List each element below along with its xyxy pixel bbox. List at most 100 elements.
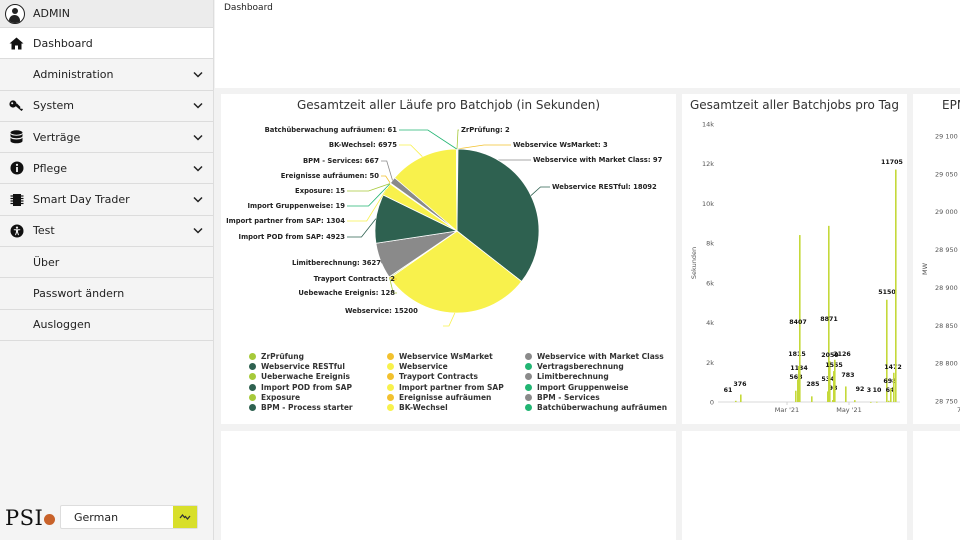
legend-item[interactable]: Webservice <box>387 361 525 371</box>
legend-item[interactable]: Import partner from SAP <box>387 382 525 392</box>
legend-item[interactable]: ZrPrüfung <box>249 351 387 361</box>
legend-item[interactable]: Ueberwache Ereignis <box>249 372 387 382</box>
x-tick-label: Mar '21 <box>775 406 799 414</box>
user-header[interactable]: ADMIN <box>0 0 213 28</box>
chevron-down-icon[interactable] <box>183 165 213 172</box>
database-icon <box>0 130 33 144</box>
legend-label: BK-Wechsel <box>399 403 448 413</box>
bar[interactable] <box>833 371 835 402</box>
pie-label-connector <box>347 183 391 207</box>
chevron-down-icon[interactable] <box>183 134 213 141</box>
bar[interactable] <box>890 388 892 402</box>
legend-item[interactable]: Import Gruppenweise <box>525 382 669 392</box>
sidebar-item-über[interactable]: Über <box>0 247 213 279</box>
legend-label: Exposure <box>261 392 301 402</box>
bar-data-label: 92 <box>856 386 865 393</box>
bar[interactable] <box>834 359 836 402</box>
y-tick-label: 8k <box>706 240 714 248</box>
chevron-down-icon[interactable] <box>183 196 213 203</box>
key-icon <box>0 99 33 112</box>
chevron-up-down-icon[interactable] <box>173 506 197 528</box>
bar-data-label: 1815 <box>788 351 806 358</box>
bar[interactable] <box>740 394 742 402</box>
bar[interactable] <box>811 396 813 402</box>
pie-data-label: BPM - Services: 667 <box>303 157 379 165</box>
pie-data-label: Import partner from SAP: 1304 <box>226 217 345 225</box>
y-tick-label: 28 750 <box>935 398 958 406</box>
bar[interactable] <box>870 401 872 403</box>
chevron-down-icon[interactable] <box>183 227 213 234</box>
sidebar-item-ausloggen[interactable]: Ausloggen <box>0 310 213 341</box>
language-value: German <box>74 510 119 524</box>
pie-data-label: Webservice with Market Class: 97 <box>533 156 663 164</box>
sidebar-item-system[interactable]: System <box>0 91 213 122</box>
legend-item[interactable]: Vertragsberechnung <box>525 361 669 371</box>
legend-item[interactable]: BK-Wechsel <box>387 402 525 412</box>
sidebar-item-label: Passwort ändern <box>33 287 125 301</box>
bar[interactable] <box>797 379 799 402</box>
y-axis-label: MW <box>921 262 929 275</box>
chevron-down-icon[interactable] <box>183 71 213 78</box>
sidebar-item-passwort-ändern[interactable]: Passwort ändern <box>0 278 213 310</box>
bar[interactable] <box>799 235 801 402</box>
chevron-down-icon[interactable] <box>183 102 213 109</box>
y-tick-label: 28 800 <box>935 360 958 368</box>
bar[interactable] <box>845 386 847 402</box>
legend-item[interactable]: Webservice with Market Class <box>525 351 669 361</box>
bar-data-label: 5150 <box>878 289 896 296</box>
bar[interactable] <box>854 400 856 402</box>
sidebar-item-administration[interactable]: Administration <box>0 59 213 91</box>
legend-item[interactable]: Batchüberwachung aufräumen <box>525 402 669 412</box>
bar[interactable] <box>795 390 797 402</box>
bar[interactable] <box>876 401 878 403</box>
chip-icon <box>0 193 33 207</box>
bar[interactable] <box>893 372 895 402</box>
legend-item[interactable]: Trayport Contracts <box>387 372 525 382</box>
pie-label-connector <box>456 144 511 150</box>
pie-chart-title: Gesamtzeit aller Läufe pro Batchjob (in … <box>297 98 600 112</box>
sidebar-item-pflege[interactable]: Pflege <box>0 153 213 185</box>
legend-marker <box>387 383 394 391</box>
legend-item[interactable]: Import POD from SAP <box>249 382 387 392</box>
legend-item[interactable]: Exposure <box>249 392 387 402</box>
legend-item[interactable]: BPM - Process starter <box>249 402 387 412</box>
pie-slice[interactable] <box>389 230 523 314</box>
legend-item[interactable]: Webservice RESTful <box>249 361 387 371</box>
sidebar-item-test[interactable]: Test <box>0 216 213 248</box>
bar[interactable] <box>888 400 890 402</box>
language-select[interactable]: German <box>60 505 198 529</box>
sidebar-item-verträge[interactable]: Verträge <box>0 122 213 154</box>
sidebar-item-dashboard[interactable]: Dashboard <box>0 28 213 60</box>
legend-marker <box>525 383 532 391</box>
legend-item[interactable]: Webservice WsMarket <box>387 351 525 361</box>
bar-chart-card: Gesamtzeit aller Batchjobs pro Tag 0 2k 4k… <box>682 94 907 424</box>
legend-marker <box>387 373 394 381</box>
bar[interactable] <box>886 299 888 402</box>
pie-slice[interactable] <box>456 148 540 283</box>
sidebar-item-label: Verträge <box>33 130 81 144</box>
bar-data-label: 2059 <box>821 352 839 359</box>
bar[interactable] <box>828 225 830 402</box>
bar[interactable] <box>829 361 831 402</box>
accessibility-icon <box>0 224 33 238</box>
legend-label: Ereignisse aufräumen <box>399 392 492 402</box>
epm-chart-title: EPM <box>942 98 960 112</box>
legend-item[interactable]: Ereignisse aufräumen <box>387 392 525 402</box>
y-tick-label: 14k <box>702 121 714 129</box>
legend-item[interactable]: BPM - Services <box>525 392 669 402</box>
legend-label: Webservice WsMarket <box>399 351 493 361</box>
bar[interactable] <box>798 365 800 402</box>
y-tick-label: 29 000 <box>935 208 958 216</box>
sidebar-item-label: Dashboard <box>33 36 93 50</box>
legend-label: BPM - Services <box>537 392 600 402</box>
epm-chart: 28 750 28 800 28 850 28 900 28 950 29 000 29 0… <box>921 133 960 415</box>
y-tick-label: 28 950 <box>935 246 958 254</box>
legend-item[interactable]: Limitberechnung <box>525 372 669 382</box>
bar[interactable] <box>735 400 737 402</box>
bar[interactable] <box>832 400 834 402</box>
bar[interactable] <box>827 391 829 402</box>
pie-label-connector <box>443 312 456 327</box>
bar[interactable] <box>895 169 897 402</box>
sidebar-item-smart-day-trader[interactable]: Smart Day Trader <box>0 184 213 216</box>
